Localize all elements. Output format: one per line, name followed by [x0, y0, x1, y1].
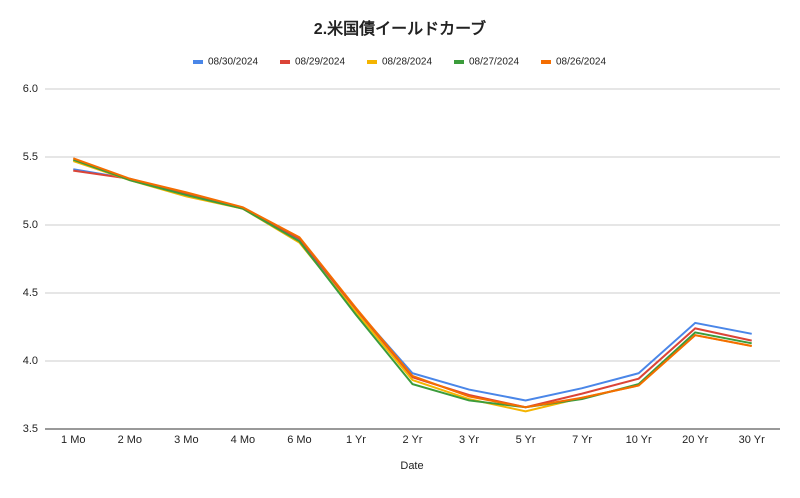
series-line	[73, 168, 752, 402]
x-tick-label: 5 Yr	[516, 434, 536, 446]
chart-title: 2.米国債イールドカーブ	[314, 19, 486, 38]
x-tick-label: 10 Yr	[626, 434, 652, 446]
legend-label: 08/26/2024	[556, 57, 606, 68]
legend-swatch	[367, 60, 377, 64]
x-tick-label: 3 Mo	[174, 434, 198, 446]
x-tick-label: 3 Yr	[459, 434, 479, 446]
x-tick-label: 4 Mo	[231, 434, 255, 446]
y-tick-label: 4.5	[23, 287, 38, 299]
legend-label: 08/29/2024	[295, 57, 345, 68]
legend-label: 08/27/2024	[469, 57, 519, 68]
x-tick-label: 20 Yr	[682, 434, 708, 446]
series-line	[72, 158, 752, 409]
y-tick-label: 5.0	[23, 219, 38, 231]
x-tick-label: 2 Yr	[403, 434, 423, 446]
legend-swatch	[541, 60, 551, 64]
series-line	[72, 157, 752, 409]
legend-label: 08/28/2024	[382, 57, 432, 68]
legend-label: 08/30/2024	[208, 57, 258, 68]
y-tick-label: 5.5	[23, 151, 38, 163]
y-tick-label: 4.0	[23, 355, 38, 367]
x-tick-label: 6 Mo	[287, 434, 311, 446]
legend-swatch	[454, 60, 464, 64]
x-tick-label: 2 Mo	[118, 434, 142, 446]
x-tick-label: 7 Yr	[572, 434, 592, 446]
x-tick-label: 1 Yr	[346, 434, 366, 446]
x-axis-label: Date	[400, 460, 423, 472]
y-tick-label: 3.5	[23, 423, 38, 435]
legend-swatch	[280, 60, 290, 64]
x-tick-label: 30 Yr	[739, 434, 765, 446]
legend-swatch	[193, 60, 203, 64]
y-tick-label: 6.0	[23, 83, 38, 95]
series-line	[73, 169, 752, 409]
x-tick-label: 1 Mo	[61, 434, 85, 446]
